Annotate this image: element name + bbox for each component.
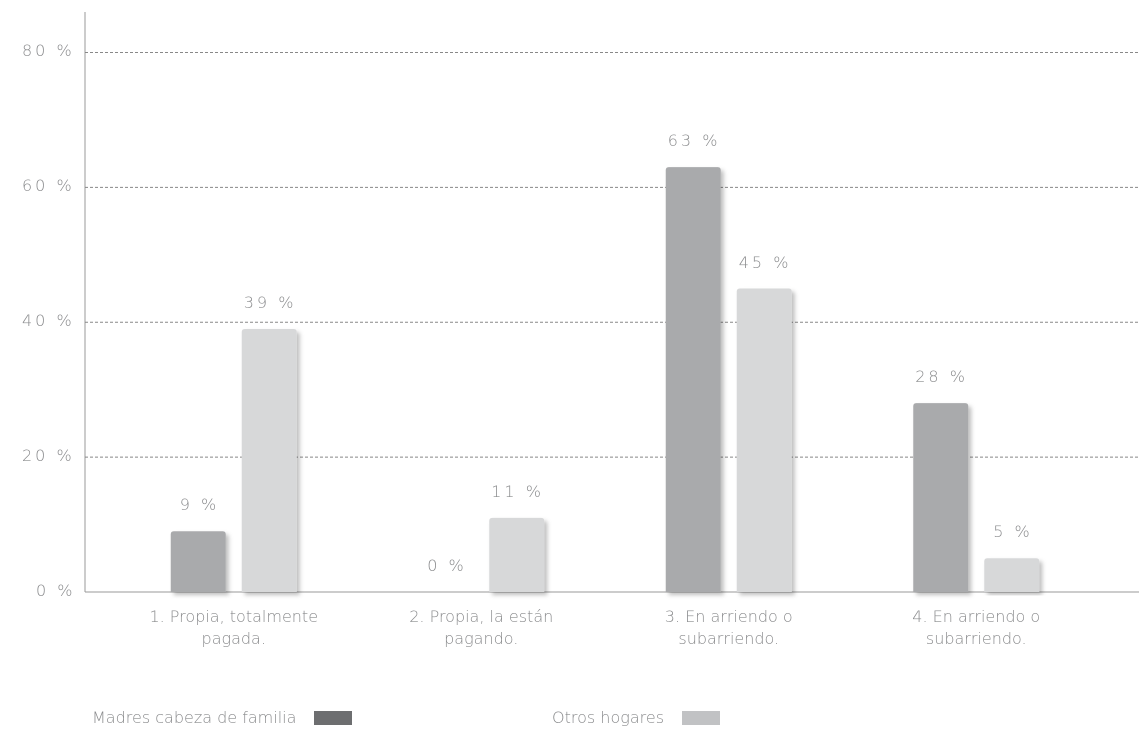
y-tick-label: 40 % <box>22 311 75 331</box>
y-tick-label: 0 % <box>36 581 76 600</box>
y-tick-label: 60 % <box>22 176 75 196</box>
bar <box>170 531 226 592</box>
data-label: 11 % <box>491 481 544 501</box>
data-label: 5 % <box>993 522 1033 542</box>
bar <box>984 558 1040 592</box>
legend-item: Madres cabeza de familia <box>92 708 353 727</box>
data-label: 9 % <box>179 495 220 515</box>
bar <box>665 167 721 592</box>
x-tick-label: 2. Propia, la están pagando. <box>409 607 554 648</box>
bar <box>241 328 297 592</box>
data-label: 39 % <box>243 292 297 312</box>
x-tick-label: 3. En arriendo o subarriendo. <box>664 607 793 648</box>
bar <box>736 288 792 592</box>
legend-item: Otros hogares <box>552 708 721 727</box>
data-label: 63 % <box>667 131 721 151</box>
x-tick-label: 1. Propia, totalmente pagada. <box>149 607 319 648</box>
y-tick-label: 80 % <box>22 41 75 61</box>
data-label: 28 % <box>915 367 968 387</box>
bar <box>489 517 545 592</box>
bar <box>913 403 969 592</box>
legend-swatch <box>314 710 353 725</box>
legend-label: Madres cabeza de familia <box>92 708 297 727</box>
x-tick-label: 4. En arriendo o subarriendo. <box>912 607 1041 648</box>
data-label: 45 % <box>738 252 792 272</box>
legend-label: Otros hogares <box>552 708 665 727</box>
y-tick-label: 20 % <box>22 446 75 466</box>
legend-swatch <box>682 710 721 725</box>
data-label: 0 % <box>427 556 467 575</box>
